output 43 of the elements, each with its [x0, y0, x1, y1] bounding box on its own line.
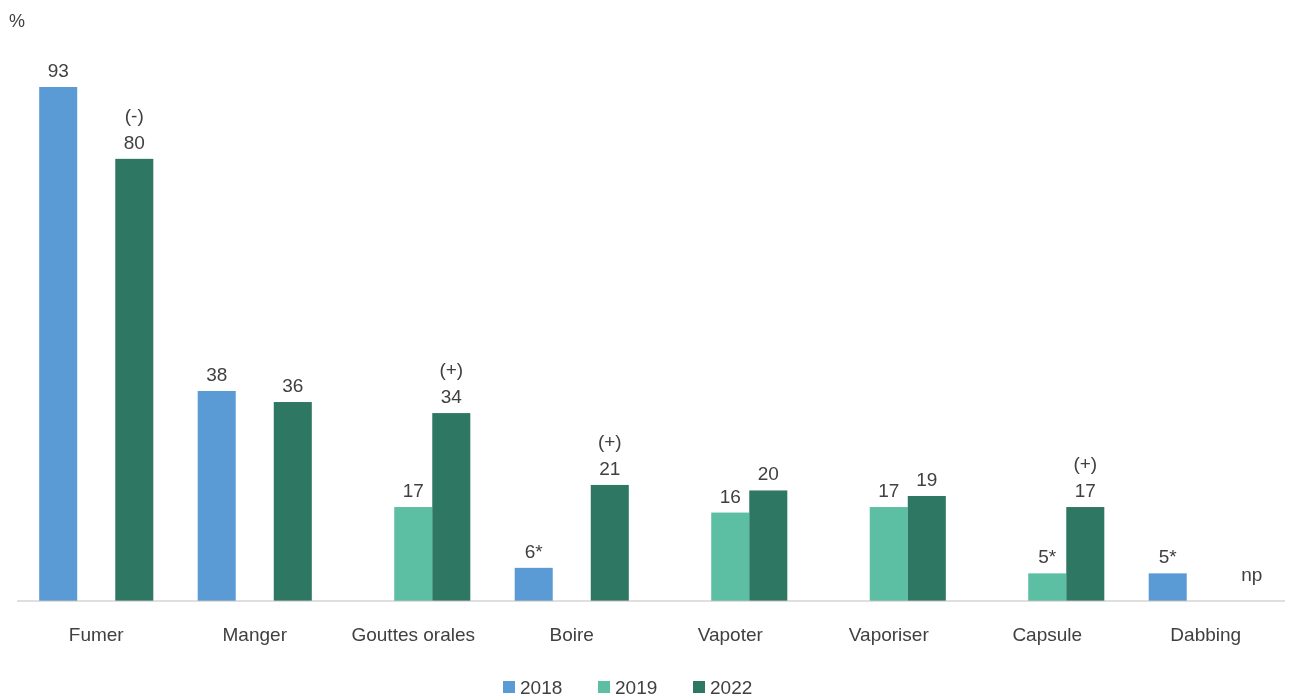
x-tick-label: Dabbing: [1170, 624, 1242, 645]
x-tick-label: Gouttes orales: [351, 624, 476, 645]
data-label: 17: [878, 480, 900, 502]
bar: [907, 495, 946, 601]
data-label: 93: [47, 60, 69, 81]
data-label: 36: [282, 375, 304, 397]
bar: [711, 512, 750, 601]
bar: [39, 87, 78, 601]
legend-label: 2022: [710, 677, 753, 698]
bar: [749, 490, 788, 601]
data-label: 5*: [1038, 546, 1057, 568]
data-label: (-) 80: [123, 104, 145, 153]
data-label: 16: [719, 485, 741, 507]
bar: [394, 507, 433, 601]
data-label: 17: [402, 480, 424, 502]
x-tick-label: Vaporiser: [848, 624, 930, 645]
x-tick-label: Capsule: [1012, 624, 1083, 645]
bar: [273, 402, 312, 601]
bar: [197, 390, 236, 601]
bar: [514, 567, 553, 601]
x-tick-label: Fumer: [68, 624, 125, 645]
data-label: 38: [206, 363, 228, 385]
bar: [869, 507, 908, 601]
bar: [1066, 507, 1105, 601]
data-label: (+) 34: [439, 359, 464, 408]
x-tick-label: Manger: [222, 624, 288, 645]
data-label: 19: [916, 468, 938, 490]
bar: [1028, 573, 1067, 601]
data-label: 20: [757, 463, 779, 485]
legend-label: 2018: [520, 677, 563, 698]
x-tick-label: Boire: [549, 624, 594, 645]
bar: [115, 158, 154, 601]
data-label: 5*: [1158, 546, 1178, 568]
bar: [1148, 573, 1187, 601]
y-axis-title: %: [9, 11, 26, 31]
data-label: (+) 21: [597, 430, 622, 479]
x-tick-label: Vapoter: [697, 624, 764, 645]
text: np: [1241, 564, 1263, 585]
bar: [590, 484, 629, 601]
data-label: 6*: [524, 540, 544, 562]
legend-label: 2019: [615, 677, 658, 698]
bar: [432, 413, 471, 601]
data-label: (+) 17: [1073, 453, 1098, 502]
